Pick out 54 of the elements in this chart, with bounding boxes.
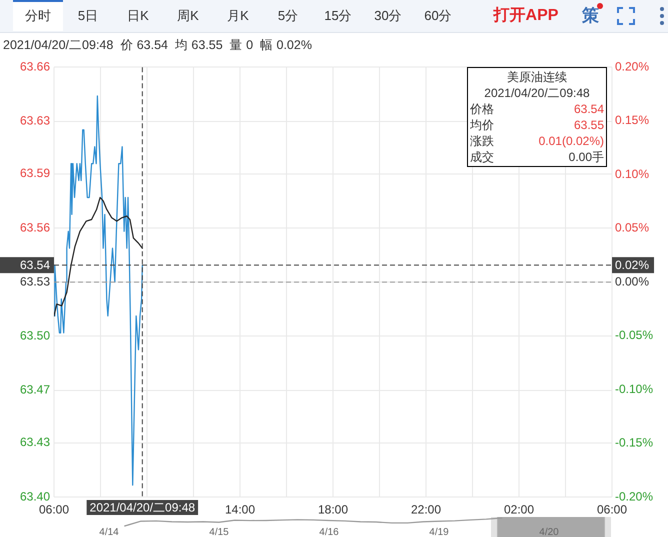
x-tick-label: 06:00: [596, 502, 628, 516]
y-tick-label: 63.59: [20, 166, 50, 180]
chart-subtitle: 2021/04/20/二09:48 价 63.54 均 63.55 量 0 幅 0.02%: [3, 38, 312, 53]
text: 15分: [324, 8, 352, 24]
annotation: 美原油连续: [507, 70, 567, 84]
y-tick-label: 63.40: [20, 489, 50, 504]
x-tick-label: 18:00: [318, 502, 348, 516]
y2-tick-label: 0.05%: [615, 220, 650, 235]
text: 5日: [78, 8, 98, 24]
annotation: 0.00手: [568, 149, 604, 165]
x-tick-label: 4/16: [319, 526, 340, 537]
annotation: 价格: [470, 101, 494, 117]
text: 分时: [25, 8, 51, 24]
y2-tick-label: 0.10%: [615, 166, 650, 181]
y2-tick-label: 0.20%: [615, 60, 650, 74]
y-tick-label: 63.50: [20, 328, 50, 343]
text: 5分: [278, 8, 298, 24]
y-tick-label: 63.53: [20, 274, 50, 288]
annotation: 63.54: [574, 101, 604, 117]
x-tick-label: 4/19: [429, 526, 450, 537]
y2-tick-label: 0.00%: [615, 274, 650, 288]
x-tick-label: 22:00: [410, 502, 442, 516]
y-tick-label: 63.63: [20, 114, 50, 128]
ref-line-label: 2021/04/20/二09:48: [90, 500, 196, 514]
text: 月K: [227, 8, 249, 24]
annotation: 均价: [470, 117, 494, 133]
x-tick-label: 4/15: [209, 526, 230, 537]
annotation: 63.55: [574, 117, 604, 133]
text: 60分: [424, 8, 452, 24]
text: 打开APP: [494, 6, 558, 26]
annotation: 成交: [470, 149, 494, 165]
x-tick-label: 4/20: [539, 526, 560, 537]
y-tick-label: 63.56: [20, 220, 50, 234]
text: 周K: [177, 8, 199, 24]
y2-tick-label: 0.15%: [615, 113, 650, 128]
annotation: 2021/04/20/二09:48: [484, 86, 590, 100]
x-tick-label: 06:00: [38, 502, 70, 516]
text: 日K: [127, 8, 149, 24]
y-tick-label: 63.43: [20, 435, 50, 450]
x-tick-label: 4/14: [99, 526, 120, 537]
x-tick-label: 14:00: [224, 502, 256, 516]
annotation: 涨跌: [470, 133, 494, 149]
y-tick-label: 63.47: [20, 382, 50, 397]
text: 策: [582, 6, 599, 26]
text: 30分: [374, 8, 402, 24]
y2-tick-label: -0.10%: [615, 382, 654, 396]
annotation: 0.01(0.02%): [538, 133, 604, 149]
x-tick-label: 02:00: [504, 502, 534, 516]
annotation: 0.02%: [615, 258, 650, 272]
y2-tick-label: -0.15%: [615, 436, 654, 450]
y2-tick-label: -0.05%: [615, 328, 654, 342]
y-tick-label: 63.66: [20, 60, 50, 74]
ref-line-label: 63.54: [20, 258, 50, 272]
y2-tick-label: -0.20%: [615, 489, 654, 504]
